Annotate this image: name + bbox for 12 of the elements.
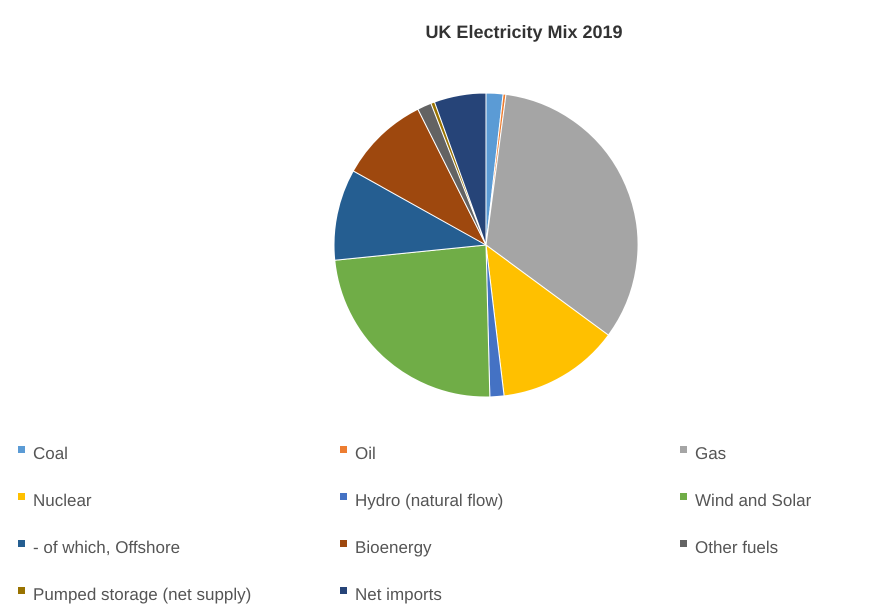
chart-title: UK Electricity Mix 2019 (425, 22, 623, 42)
legend-label: Other fuels (695, 538, 778, 557)
legend-label: Gas (695, 444, 726, 463)
legend-label: Pumped storage (net supply) (33, 585, 252, 604)
legend-label: Oil (355, 444, 376, 463)
legend-label: Wind and Solar (695, 491, 812, 510)
legend-label: Hydro (natural flow) (355, 491, 504, 510)
legend-label: - of which, Offshore (33, 538, 180, 557)
legend-label: Net imports (355, 585, 442, 604)
legend-label: Bioenergy (355, 538, 432, 557)
legend-label: Nuclear (33, 491, 92, 510)
legend-label: Coal (33, 444, 68, 463)
